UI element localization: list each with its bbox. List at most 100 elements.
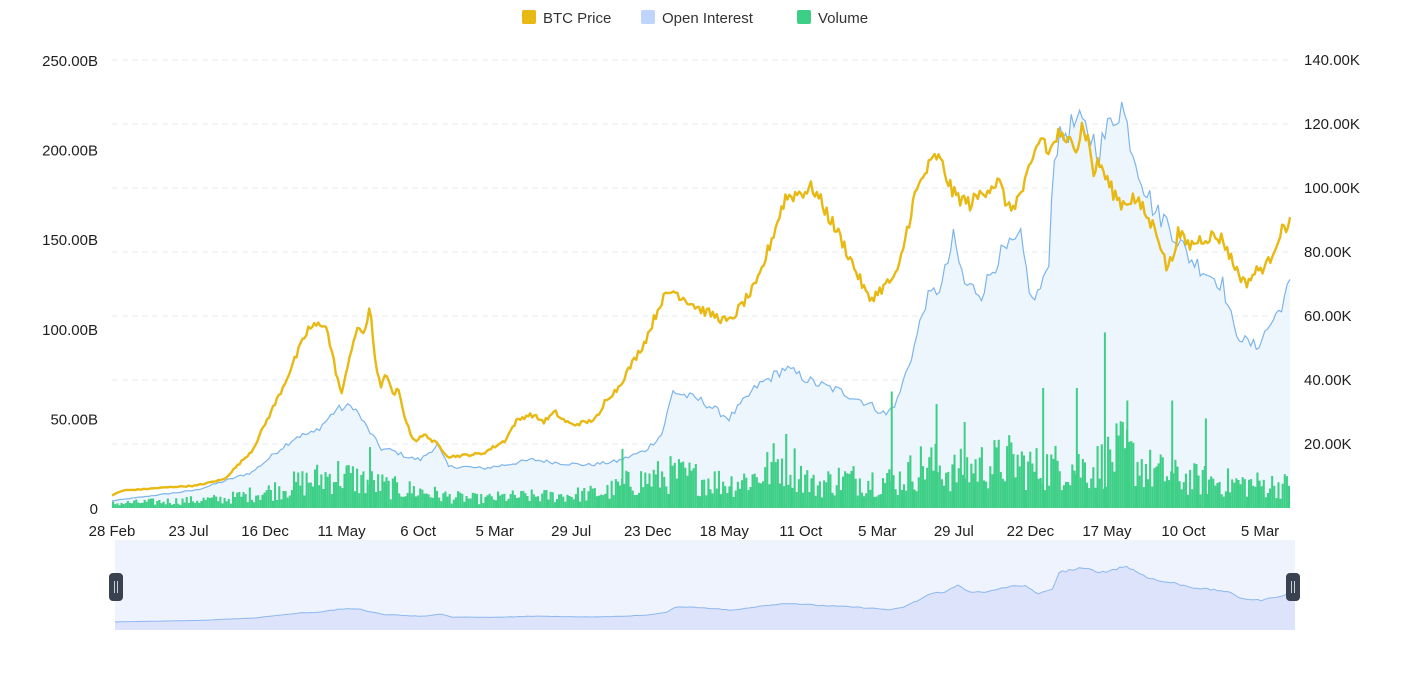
- volume-bar: [452, 499, 455, 508]
- volume-bar: [177, 503, 180, 508]
- volume-bar: [1027, 461, 1030, 508]
- volume-bar: [787, 484, 790, 508]
- volume-bar: [726, 493, 729, 508]
- volume-bar: [316, 464, 319, 508]
- volume-bar: [1174, 459, 1177, 508]
- volume-bar: [829, 474, 832, 508]
- volume-bar: [183, 502, 186, 508]
- volume-bar: [473, 493, 476, 508]
- volume-bar: [755, 477, 758, 508]
- volume-bar: [1008, 435, 1011, 508]
- volume-bar: [911, 481, 914, 508]
- x-axis-tick-label: 23 Jul: [169, 523, 209, 540]
- volume-bar: [1212, 478, 1215, 508]
- volume-bar: [1159, 454, 1162, 508]
- volume-bar: [1138, 475, 1141, 508]
- legend-label: Open Interest: [662, 10, 754, 27]
- volume-bar: [297, 472, 300, 508]
- volume-bar: [759, 483, 763, 508]
- legend-item-volume[interactable]: Volume: [797, 10, 868, 27]
- volume-bar: [1094, 487, 1097, 508]
- volume-bar: [886, 473, 889, 508]
- volume-bar: [579, 501, 582, 508]
- volume-bar: [762, 481, 765, 508]
- volume-bar: [374, 492, 378, 508]
- volume-bar: [780, 458, 784, 508]
- volume-bar: [536, 496, 540, 508]
- volume-bar: [553, 502, 556, 508]
- volume-bar: [709, 489, 712, 508]
- volume-bar: [879, 494, 882, 508]
- volume-bar: [250, 499, 253, 508]
- volume-bar: [995, 447, 998, 508]
- volume-bar: [528, 501, 531, 508]
- volume-bar: [303, 495, 306, 508]
- volume-bar: [238, 492, 241, 508]
- volume-bar: [595, 496, 598, 508]
- volume-bar: [764, 467, 767, 508]
- volume-bar: [1229, 492, 1232, 508]
- volume-bar: [778, 483, 781, 508]
- volume-bar: [987, 488, 990, 508]
- volume-bar: [236, 492, 239, 508]
- volume-bar: [139, 503, 142, 508]
- navigator-left-handle[interactable]: [109, 573, 123, 601]
- navigator-right-handle[interactable]: [1286, 573, 1300, 601]
- volume-bar: [905, 490, 908, 508]
- volume-bar: [955, 482, 958, 508]
- volume-bar: [328, 473, 331, 508]
- volume-bar: [932, 470, 935, 508]
- volume-bar: [547, 499, 550, 508]
- legend-item-open-interest[interactable]: Open Interest: [641, 10, 754, 27]
- volume-bar: [799, 465, 803, 508]
- range-navigator[interactable]: [109, 540, 1300, 630]
- volume-bar: [1077, 454, 1080, 508]
- volume-bar: [391, 478, 394, 508]
- volume-bar: [1191, 489, 1194, 508]
- navigator-left-handle-grip[interactable]: [109, 573, 123, 601]
- volume-bar: [1022, 455, 1025, 508]
- volume-bar: [730, 476, 733, 508]
- volume-bar: [1184, 473, 1187, 508]
- volume-bar: [640, 471, 643, 508]
- volume-bar: [1273, 485, 1276, 508]
- volume-bar: [486, 495, 489, 508]
- volume-bar: [408, 481, 411, 508]
- volume-bar: [381, 474, 384, 508]
- volume-bar: [322, 489, 325, 508]
- volume-bar: [187, 503, 190, 508]
- volume-bar: [332, 482, 336, 508]
- volume-bar: [1123, 448, 1126, 508]
- navigator-right-handle-grip[interactable]: [1286, 573, 1300, 601]
- volume-bar: [570, 497, 573, 508]
- legend: BTC Price Open Interest Volume: [522, 10, 868, 27]
- volume-bar: [1149, 449, 1152, 508]
- volume-bar: [898, 471, 901, 508]
- volume-bar: [404, 496, 407, 508]
- volume-bar: [280, 499, 283, 508]
- volume-bar: [1096, 446, 1099, 508]
- volume-bar: [215, 496, 218, 508]
- volume-bar: [541, 493, 544, 508]
- volume-layer: [112, 332, 1291, 508]
- volume-bar: [896, 494, 899, 508]
- volume-bar: [1165, 476, 1169, 508]
- volume-bar: [1210, 476, 1213, 508]
- volume-bar: [1058, 471, 1061, 508]
- legend-item-btc-price[interactable]: BTC Price: [522, 10, 611, 27]
- volume-bar: [1237, 480, 1240, 508]
- navigator-series: [115, 565, 1295, 630]
- volume-bar: [945, 472, 948, 508]
- volume-bar: [290, 490, 293, 508]
- volume-bar: [133, 500, 136, 508]
- volume-bar: [299, 485, 302, 508]
- volume-bar: [665, 486, 668, 508]
- volume-bar: [774, 462, 777, 508]
- left-axis-tick-label: 200.00B: [42, 143, 98, 160]
- volume-bar: [825, 482, 828, 508]
- volume-bar: [797, 479, 800, 508]
- volume-bar: [208, 497, 211, 508]
- volume-bar: [345, 465, 348, 508]
- volume-bar: [246, 502, 249, 508]
- volume-bar: [124, 503, 127, 508]
